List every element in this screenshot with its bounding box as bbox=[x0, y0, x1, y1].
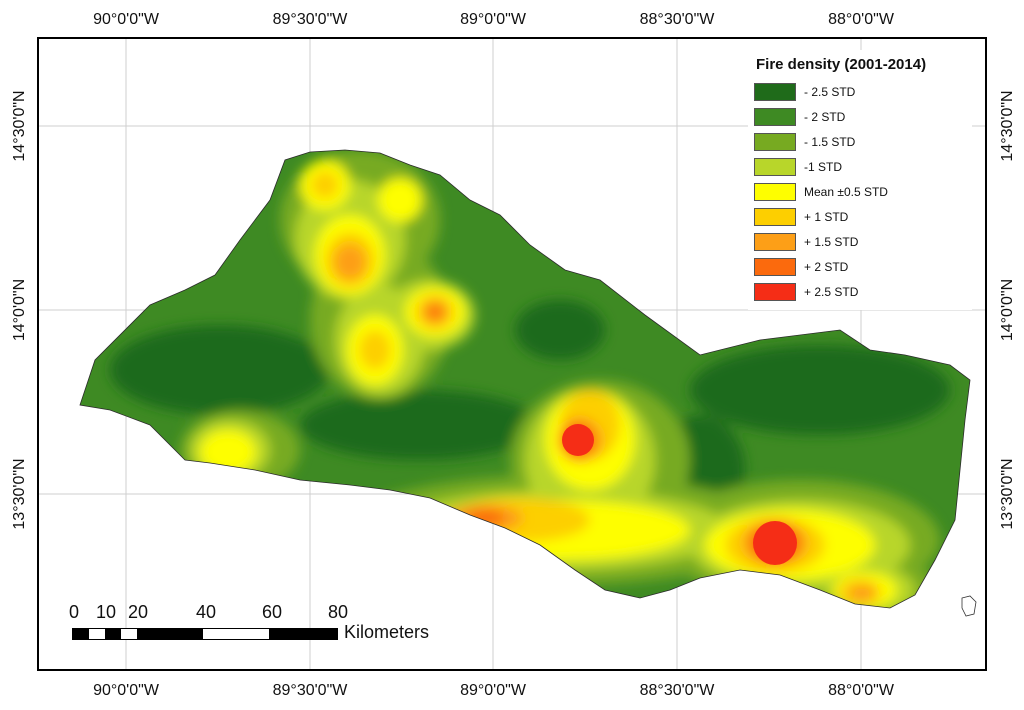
legend-swatch bbox=[754, 258, 796, 276]
legend-item: Mean ±0.5 STD bbox=[754, 182, 888, 202]
scale-number: 0 bbox=[68, 602, 80, 622]
longitude-label: 89°30'0"W bbox=[272, 682, 348, 699]
density-zone bbox=[465, 510, 505, 526]
legend-swatch bbox=[754, 108, 796, 126]
density-surface bbox=[110, 150, 950, 608]
scale-segment bbox=[269, 629, 337, 639]
density-zone bbox=[848, 584, 876, 602]
longitude-label: 89°0'0"W bbox=[460, 11, 526, 28]
legend-title: Fire density (2001-2014) bbox=[756, 56, 927, 73]
legend-item: -1 STD bbox=[754, 157, 842, 177]
legend-item: + 1 STD bbox=[754, 207, 848, 227]
density-zone bbox=[311, 171, 339, 199]
legend-swatch bbox=[754, 283, 796, 301]
scale-segment bbox=[137, 629, 203, 639]
legend: Fire density (2001-2014) - 2.5 STD - 2 ST… bbox=[748, 50, 972, 310]
longitude-label: 88°0'0"W bbox=[828, 682, 894, 699]
hotspot bbox=[562, 424, 594, 456]
scale-number: 40 bbox=[195, 602, 217, 622]
density-zone bbox=[334, 244, 366, 280]
density-zone bbox=[300, 390, 540, 460]
longitude-label: 88°0'0"W bbox=[828, 11, 894, 28]
legend-swatch bbox=[754, 133, 796, 151]
scale-segment bbox=[105, 629, 121, 639]
density-zone bbox=[428, 305, 442, 319]
legend-label: - 2 STD bbox=[804, 110, 846, 124]
density-zone bbox=[378, 178, 422, 222]
scale-number: 60 bbox=[261, 602, 283, 622]
scale-segment bbox=[121, 629, 137, 639]
legend-item: + 1.5 STD bbox=[754, 232, 858, 252]
scale-number: 20 bbox=[127, 602, 149, 622]
longitude-label: 89°0'0"W bbox=[460, 682, 526, 699]
longitude-label: 88°30'0"W bbox=[639, 682, 715, 699]
island-outline bbox=[961, 595, 977, 617]
legend-label: Mean ±0.5 STD bbox=[804, 185, 888, 199]
longitude-label: 90°0'0"W bbox=[93, 682, 159, 699]
scale-segment bbox=[203, 629, 269, 639]
country-boundary bbox=[79, 149, 971, 609]
legend-swatch bbox=[754, 208, 796, 226]
scale-number: 80 bbox=[327, 602, 349, 622]
legend-label: + 2 STD bbox=[804, 260, 849, 274]
legend-item: + 2.5 STD bbox=[754, 282, 858, 302]
legend-label: - 2.5 STD bbox=[804, 85, 856, 99]
scale-segment bbox=[89, 629, 105, 639]
scale-bar-graphic bbox=[72, 628, 338, 640]
longitude-label: 88°30'0"W bbox=[639, 11, 715, 28]
legend-swatch bbox=[754, 83, 796, 101]
legend-label: - 1.5 STD bbox=[804, 135, 856, 149]
legend-swatch bbox=[754, 183, 796, 201]
legend-swatch bbox=[754, 233, 796, 251]
hotspot bbox=[753, 521, 797, 565]
scale-unit-label: Kilometers bbox=[344, 622, 430, 642]
map-frame bbox=[37, 37, 987, 671]
legend-label: -1 STD bbox=[804, 160, 843, 174]
legend-swatch bbox=[754, 158, 796, 176]
density-zone bbox=[200, 430, 256, 474]
legend-item: - 2 STD bbox=[754, 107, 845, 127]
legend-item: - 2.5 STD bbox=[754, 82, 855, 102]
density-zone bbox=[690, 345, 950, 435]
density-zone bbox=[110, 325, 330, 415]
legend-item: - 1.5 STD bbox=[754, 132, 855, 152]
legend-label: + 1.5 STD bbox=[804, 235, 859, 249]
legend-item: + 2 STD bbox=[754, 257, 848, 277]
scale-number: 10 bbox=[95, 602, 117, 622]
longitude-label: 89°30'0"W bbox=[272, 11, 348, 28]
legend-label: + 1 STD bbox=[804, 210, 849, 224]
density-zone bbox=[515, 300, 605, 360]
legend-label: + 2.5 STD bbox=[804, 285, 859, 299]
density-zone bbox=[359, 330, 391, 370]
scale-segment bbox=[73, 629, 89, 639]
longitude-label: 90°0'0"W bbox=[93, 11, 159, 28]
